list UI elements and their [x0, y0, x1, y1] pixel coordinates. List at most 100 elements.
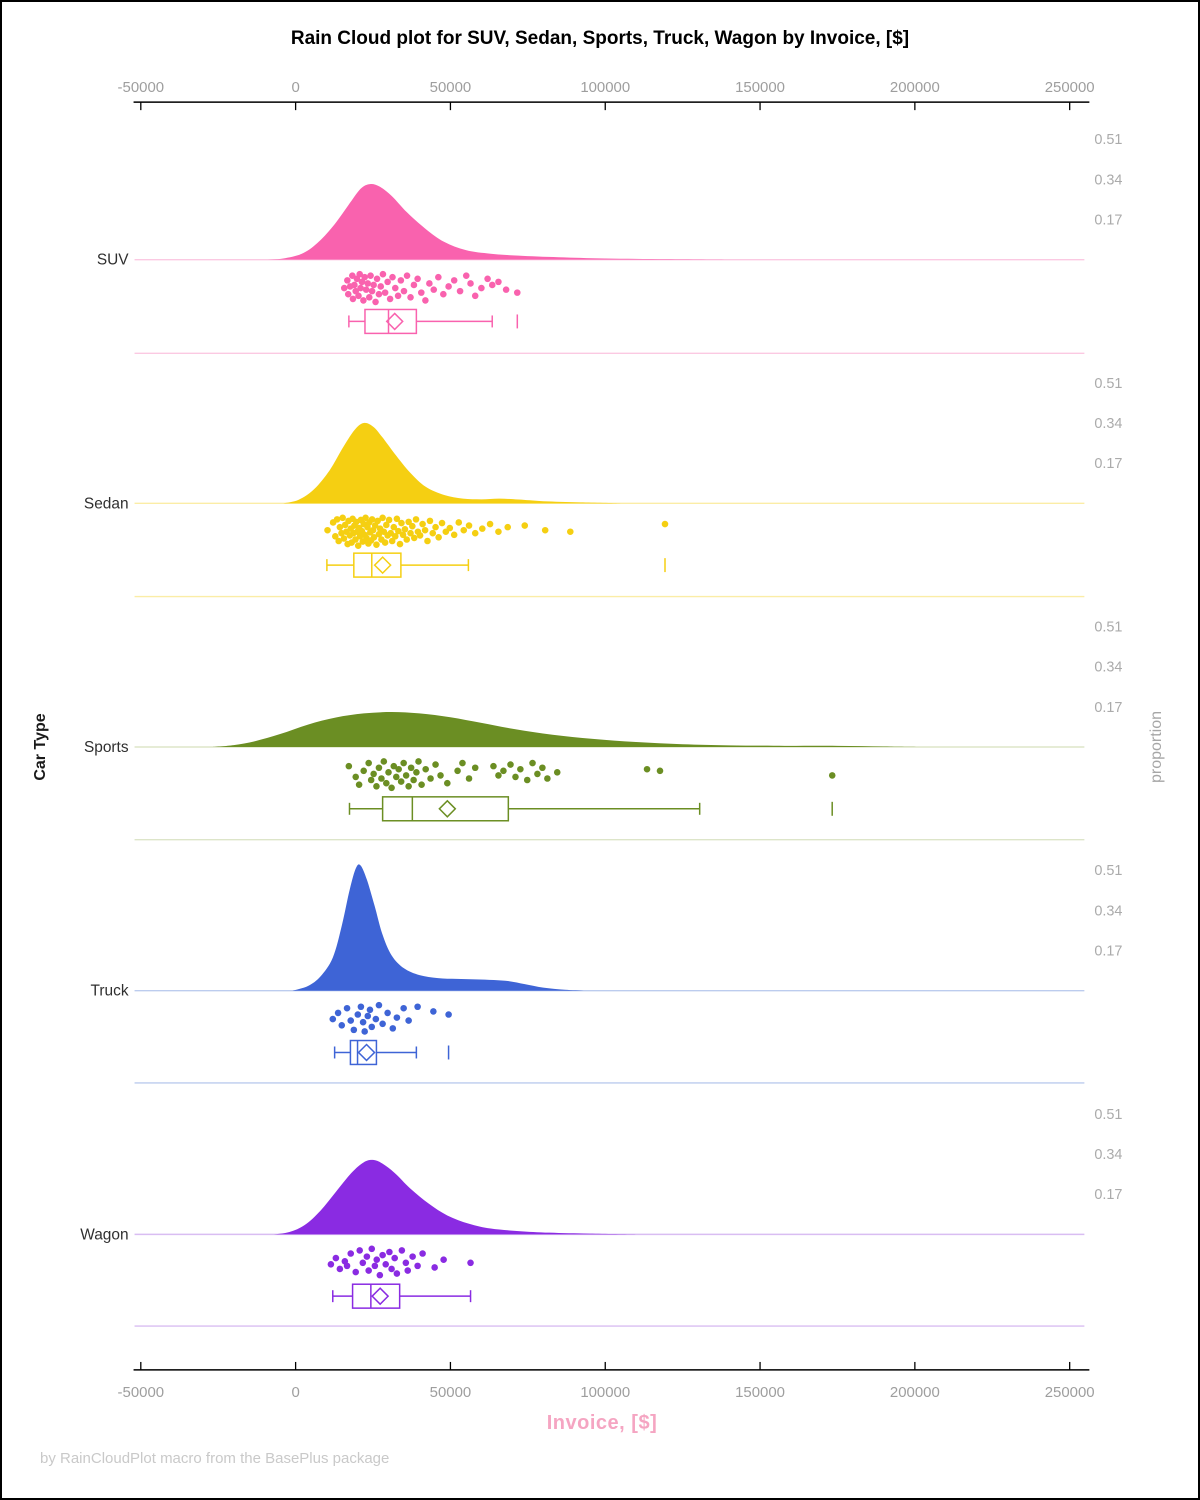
rain-point-wagon: [376, 1271, 384, 1279]
rain-point-truck: [359, 1018, 367, 1026]
rain-point-suv: [397, 277, 405, 284]
rain-point-suv: [445, 283, 452, 290]
rain-point-truck: [405, 1017, 412, 1024]
rain-point-sedan: [399, 531, 407, 539]
x-axis-bottom-tick-label: 100000: [580, 1384, 630, 1401]
x-axis-top-tick-label: 200000: [890, 79, 940, 96]
rain-point-sports: [388, 784, 395, 792]
rain-point-sedan: [388, 537, 396, 545]
rain-point-suv: [467, 280, 474, 287]
rain-point-wagon: [409, 1253, 416, 1260]
rain-point-truck: [357, 1003, 365, 1011]
rain-point-suv: [391, 284, 399, 292]
rain-point-sports: [378, 775, 385, 782]
x-axis-label-invoice: Invoice, [$]: [546, 1412, 658, 1434]
rain-point-sedan: [429, 529, 437, 537]
rain-point-suv: [426, 280, 433, 287]
rain-point-sports: [512, 773, 519, 781]
rain-point-sports: [529, 759, 536, 767]
rain-point-wagon: [414, 1262, 421, 1270]
rain-point-suv: [356, 270, 363, 278]
density-cloud-sports: [211, 712, 925, 748]
rain-point-sports: [370, 770, 377, 778]
rain-point-truck: [384, 1009, 391, 1017]
rain-point-wagon: [419, 1250, 426, 1257]
density-cloud-wagon: [273, 1159, 637, 1235]
rain-point-sedan: [381, 539, 389, 546]
rain-point-sedan: [412, 516, 420, 523]
category-label-sedan: Sedan: [84, 495, 129, 512]
rain-point-sedan: [450, 531, 458, 539]
rain-point-sedan: [661, 520, 669, 528]
rain-point-wagon: [404, 1267, 412, 1274]
rain-point-suv: [357, 284, 364, 292]
rain-point-suv: [379, 270, 387, 278]
rain-point-sedan: [375, 530, 383, 538]
x-axis-top-tick-label: 0: [291, 79, 299, 96]
rain-point-wagon: [371, 1262, 379, 1270]
rain-point-truck: [389, 1025, 397, 1032]
rain-point-wagon: [391, 1254, 398, 1262]
proportion-tick-label-suv: 0.34: [1094, 172, 1122, 188]
x-axis-bottom-tick-label: 250000: [1045, 1384, 1095, 1401]
density-cloud-truck: [292, 864, 584, 991]
rain-point-suv: [502, 286, 510, 293]
rain-point-suv: [377, 283, 385, 290]
proportion-tick-label-truck: 0.34: [1094, 903, 1122, 919]
rain-point-suv: [361, 273, 368, 281]
rain-point-suv: [372, 298, 379, 306]
x-axis-top-tick-label: 50000: [430, 79, 472, 96]
rain-point-sports: [643, 765, 651, 773]
rain-point-wagon: [343, 1262, 351, 1270]
rain-point-sports: [373, 782, 380, 790]
proportion-tick-label-sedan: 0.51: [1094, 376, 1122, 392]
rain-point-suv: [370, 281, 377, 289]
rain-point-suv: [344, 290, 352, 298]
rain-point-sports: [495, 772, 502, 779]
x-axis-bottom-tick-label: 0: [291, 1384, 299, 1401]
rain-point-truck: [372, 1015, 380, 1023]
rain-point-truck: [430, 1008, 437, 1015]
rain-point-wagon: [332, 1254, 340, 1262]
rain-point-sedan: [395, 527, 402, 535]
rain-point-sports: [454, 767, 461, 775]
rain-point-sports: [413, 769, 420, 776]
rain-point-sedan: [405, 518, 412, 526]
rain-point-sports: [375, 764, 383, 772]
rain-point-suv: [440, 290, 447, 298]
rain-point-sports: [418, 781, 425, 788]
rain-point-sports: [471, 764, 479, 772]
rain-point-sedan: [455, 519, 463, 526]
rain-point-suv: [355, 292, 362, 300]
y-axis-label-car-type: Car Type: [32, 713, 49, 781]
rain-point-suv: [478, 284, 485, 292]
rain-point-sports: [656, 767, 664, 775]
rain-point-suv: [384, 278, 391, 286]
rain-point-sports: [390, 762, 398, 770]
rain-point-sedan: [567, 528, 574, 536]
rain-point-suv: [364, 280, 372, 287]
rain-point-sedan: [495, 528, 502, 536]
rain-point-wagon: [352, 1268, 360, 1276]
rain-point-sports: [523, 776, 531, 784]
rain-point-sedan: [541, 526, 549, 534]
rain-point-truck: [414, 1003, 421, 1011]
rain-point-sedan: [435, 534, 442, 541]
x-axis-bottom-tick-label: 50000: [430, 1384, 472, 1401]
x-axis-top-tick-label: 100000: [580, 79, 630, 96]
rain-point-sports: [365, 759, 372, 767]
x-axis-top-tick-label: 250000: [1045, 79, 1095, 96]
rain-point-sedan: [336, 523, 344, 531]
x-axis-bottom-tick-label: 200000: [890, 1384, 940, 1401]
rain-point-sedan: [432, 523, 439, 531]
rain-point-wagon: [402, 1259, 410, 1267]
category-label-sports: Sports: [84, 739, 129, 756]
rain-point-truck: [393, 1014, 401, 1021]
rain-point-wagon: [388, 1265, 395, 1273]
rain-point-suv: [495, 278, 502, 286]
rain-point-suv: [422, 297, 429, 304]
rain-point-suv: [375, 290, 383, 298]
rain-point-sedan: [331, 533, 339, 540]
rain-point-sedan: [335, 537, 342, 545]
